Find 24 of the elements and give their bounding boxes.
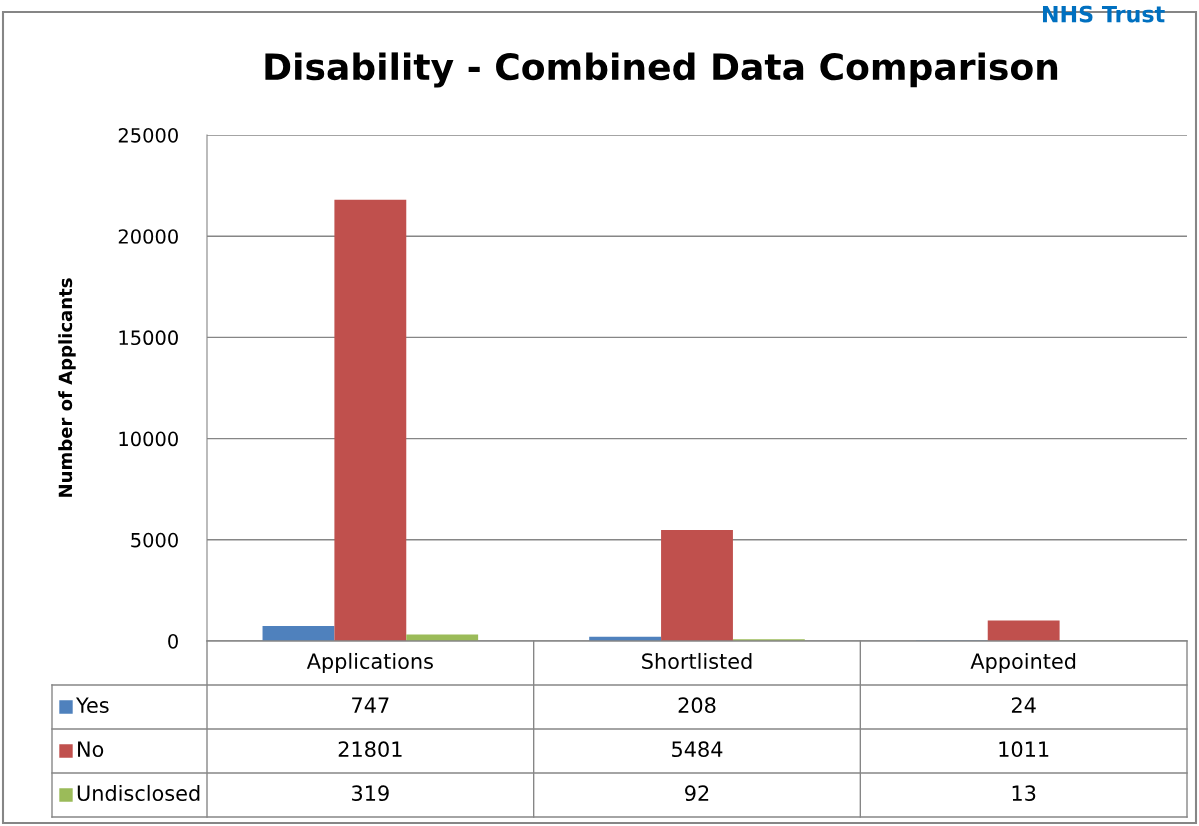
y-tick-label: 0 bbox=[168, 633, 178, 649]
legend-label: No bbox=[78, 741, 104, 758]
data-label: 208 bbox=[678, 697, 716, 714]
y-tick-label: 10000 bbox=[119, 431, 178, 447]
chart-title: Disability - Combined Data Comparison bbox=[265, 52, 1058, 88]
data-label: 21801 bbox=[338, 741, 402, 758]
data-label: 747 bbox=[352, 697, 389, 713]
text: NHS Trust bbox=[1042, 5, 1165, 23]
data-label: 1011 bbox=[999, 741, 1049, 758]
data-label: 13 bbox=[1012, 785, 1036, 802]
data-label: 92 bbox=[685, 785, 709, 802]
x-tick-label: Applications bbox=[306, 652, 433, 674]
data-label: 5484 bbox=[672, 741, 723, 758]
legend-label: Yes bbox=[75, 697, 109, 714]
data-label: 319 bbox=[352, 785, 389, 802]
legend-label: Undisclosed bbox=[77, 784, 200, 802]
x-tick-label: Appointed bbox=[970, 652, 1076, 674]
data-label: 24 bbox=[1011, 697, 1036, 713]
y-tick-label: 15000 bbox=[119, 330, 178, 346]
y-tick-label: 5000 bbox=[131, 532, 178, 548]
y-tick-label: 25000 bbox=[118, 127, 178, 143]
x-tick-label: Shortlisted bbox=[642, 652, 752, 670]
y-tick-label: 20000 bbox=[118, 229, 178, 244]
y-axis-title: Number of Applicants bbox=[58, 278, 76, 497]
